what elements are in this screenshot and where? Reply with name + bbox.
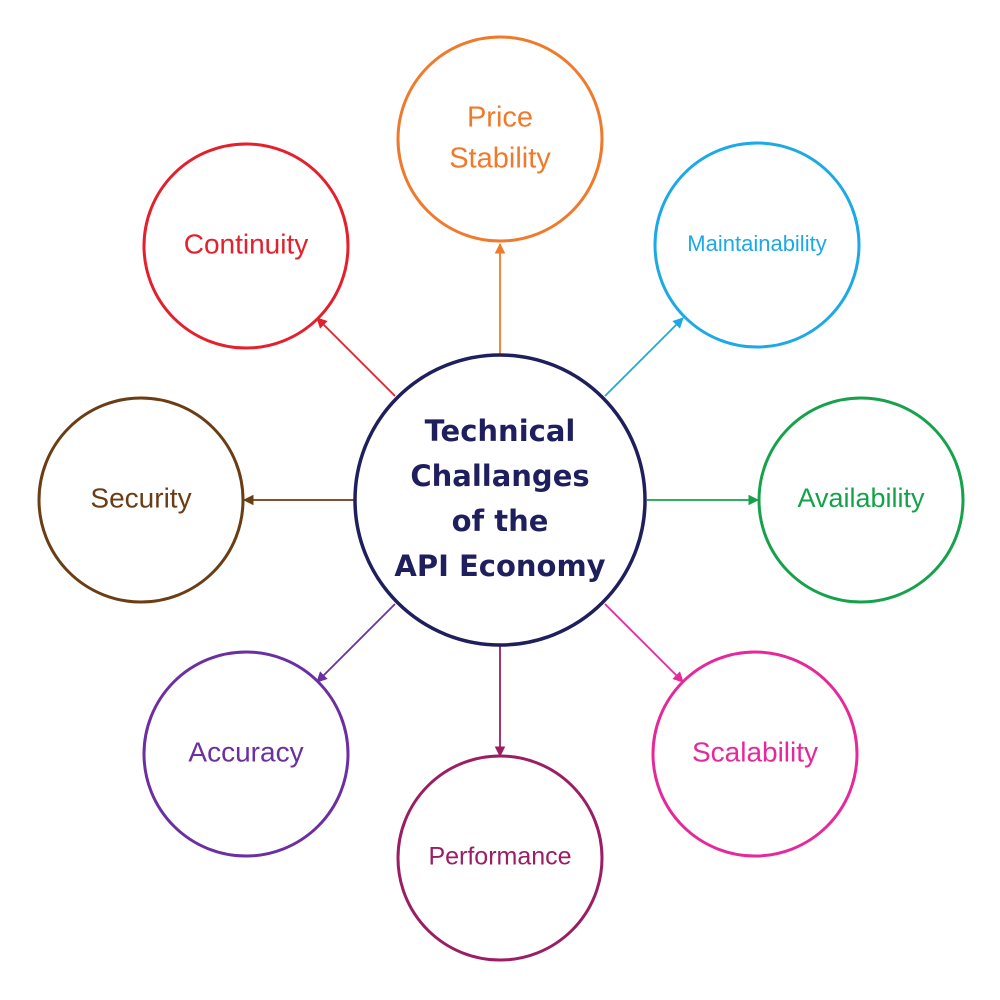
availability-label: Availability (797, 483, 925, 513)
security-circle (37, 396, 245, 604)
price-stability-circle (396, 35, 604, 243)
price-stability-label-line-1: Price (467, 102, 533, 134)
performance-label: Performance (428, 843, 571, 871)
center-title-line-2: Challanges (410, 459, 589, 493)
scalability-label: Scalability (692, 736, 818, 767)
arrow-to-scalability (604, 603, 684, 683)
connector-arrows (242, 242, 760, 758)
maintainability-circle (653, 141, 861, 349)
accuracy-label: Accuracy (188, 736, 303, 767)
center-title-line-3: of the (452, 504, 549, 538)
availability-circle (757, 396, 965, 604)
node-continuity: Continuity (142, 142, 350, 350)
scalability-circle (651, 650, 859, 858)
security-label: Security (90, 482, 191, 513)
continuity-circle (142, 142, 350, 350)
node-availability: Availability (757, 396, 965, 604)
accuracy-circle (142, 650, 350, 858)
arrow-to-continuity (316, 317, 396, 397)
center-title-line-1: Technical (425, 414, 576, 448)
performance-circle (396, 754, 604, 962)
node-security: Security (37, 396, 245, 604)
node-accuracy: Accuracy (142, 650, 350, 858)
continuity-label: Continuity (184, 228, 309, 259)
center-node: Technical Challanges of the API Economy (353, 353, 647, 647)
price-stability-label-line-2: Stability (449, 143, 551, 175)
node-price-stability: Price Stability (396, 35, 604, 243)
maintainability-label: Maintainability (687, 231, 826, 256)
arrow-to-accuracy (316, 603, 396, 683)
node-maintainability: Maintainability (653, 141, 861, 349)
center-circle (353, 353, 647, 647)
arrow-to-maintainability (604, 317, 684, 397)
center-title-line-4: API Economy (394, 549, 605, 583)
node-performance: Performance (396, 754, 604, 962)
node-scalability: Scalability (651, 650, 859, 858)
